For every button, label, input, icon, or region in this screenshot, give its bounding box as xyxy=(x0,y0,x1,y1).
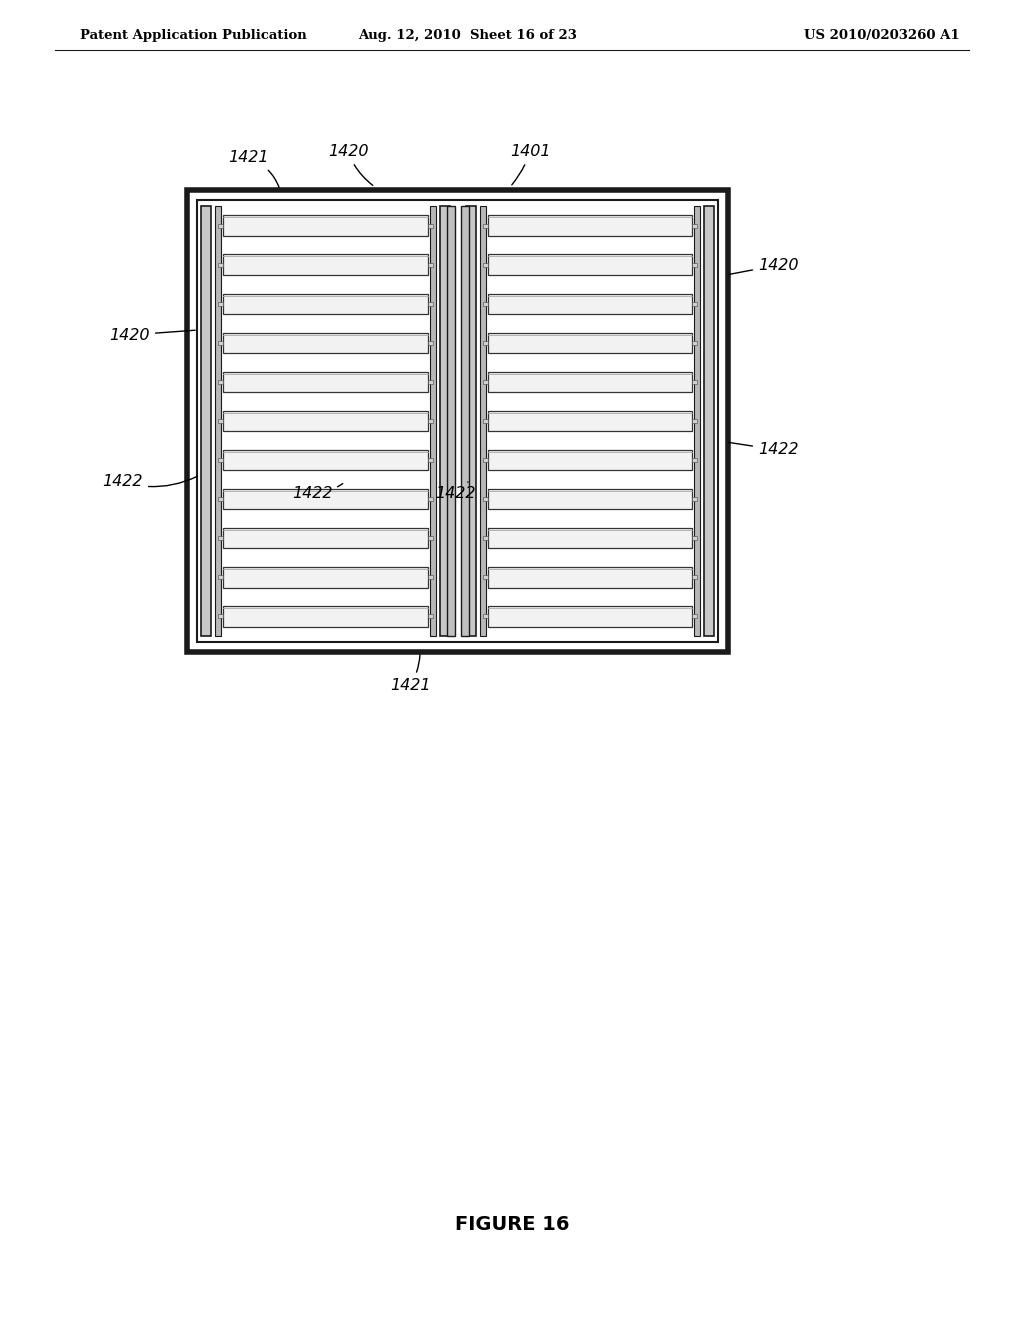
Text: Patent Application Publication: Patent Application Publication xyxy=(80,29,307,41)
Bar xyxy=(187,190,728,652)
Bar xyxy=(218,418,223,422)
Bar xyxy=(482,418,487,422)
Bar xyxy=(218,341,223,345)
Bar xyxy=(482,536,487,540)
Bar xyxy=(218,614,223,619)
Bar xyxy=(427,263,432,267)
Bar xyxy=(692,418,697,422)
Bar xyxy=(218,223,223,227)
Text: FIGURE 16: FIGURE 16 xyxy=(455,1216,569,1234)
Text: 1420: 1420 xyxy=(110,327,196,342)
Bar xyxy=(427,380,432,384)
Bar xyxy=(439,206,450,636)
Bar xyxy=(692,614,697,619)
Bar xyxy=(705,206,714,636)
Bar xyxy=(218,380,223,384)
Bar xyxy=(482,576,487,579)
Bar xyxy=(223,372,427,392)
Bar xyxy=(218,458,223,462)
Text: US 2010/0203260 A1: US 2010/0203260 A1 xyxy=(805,29,961,41)
Bar xyxy=(487,293,692,314)
Bar xyxy=(487,568,692,587)
Bar xyxy=(223,568,427,587)
Bar xyxy=(482,380,487,384)
Bar xyxy=(218,263,223,267)
Bar xyxy=(201,206,211,636)
Bar xyxy=(692,576,697,579)
Text: 1420: 1420 xyxy=(328,144,373,185)
Bar xyxy=(487,333,692,352)
Bar xyxy=(427,498,432,502)
Bar xyxy=(487,372,692,392)
Text: 1422: 1422 xyxy=(729,442,799,458)
Bar xyxy=(482,458,487,462)
Text: 1422: 1422 xyxy=(435,482,475,502)
Bar xyxy=(487,450,692,470)
Bar xyxy=(479,206,485,636)
Bar xyxy=(218,576,223,579)
Bar xyxy=(218,536,223,540)
Bar xyxy=(487,215,692,236)
Bar xyxy=(692,498,697,502)
Bar xyxy=(446,206,455,636)
Bar xyxy=(223,255,427,275)
Bar xyxy=(482,341,487,345)
Bar xyxy=(482,614,487,619)
Bar xyxy=(466,206,475,636)
Bar xyxy=(461,206,469,636)
Bar xyxy=(223,293,427,314)
Bar xyxy=(223,450,427,470)
Bar xyxy=(427,341,432,345)
Text: 1422: 1422 xyxy=(292,483,343,502)
Bar xyxy=(692,341,697,345)
Bar xyxy=(487,606,692,627)
Bar xyxy=(427,302,432,306)
Bar xyxy=(692,223,697,227)
Bar xyxy=(427,458,432,462)
Bar xyxy=(223,488,427,510)
Bar xyxy=(223,411,427,432)
Bar xyxy=(223,333,427,352)
Bar xyxy=(487,488,692,510)
Bar xyxy=(482,263,487,267)
Bar xyxy=(692,263,697,267)
Bar xyxy=(482,498,487,502)
Bar xyxy=(694,206,700,636)
Bar xyxy=(427,536,432,540)
Bar xyxy=(218,498,223,502)
Text: Aug. 12, 2010  Sheet 16 of 23: Aug. 12, 2010 Sheet 16 of 23 xyxy=(358,29,578,41)
Bar xyxy=(429,206,435,636)
Text: 1420: 1420 xyxy=(729,257,799,275)
Bar xyxy=(692,536,697,540)
Bar xyxy=(482,223,487,227)
Bar xyxy=(218,302,223,306)
Bar xyxy=(223,215,427,236)
Bar xyxy=(197,201,718,642)
Text: 1421: 1421 xyxy=(227,150,280,187)
Bar xyxy=(692,302,697,306)
Bar xyxy=(427,223,432,227)
Text: 1422: 1422 xyxy=(102,474,198,490)
Bar xyxy=(223,528,427,548)
Bar xyxy=(487,411,692,432)
Bar xyxy=(692,380,697,384)
Text: 1401: 1401 xyxy=(510,144,550,185)
Bar xyxy=(692,458,697,462)
Text: 1421: 1421 xyxy=(390,655,430,693)
Bar xyxy=(215,206,221,636)
Bar xyxy=(487,255,692,275)
Bar xyxy=(223,606,427,627)
Bar xyxy=(487,528,692,548)
Bar xyxy=(427,418,432,422)
Bar xyxy=(427,576,432,579)
Bar xyxy=(482,302,487,306)
Bar xyxy=(427,614,432,619)
